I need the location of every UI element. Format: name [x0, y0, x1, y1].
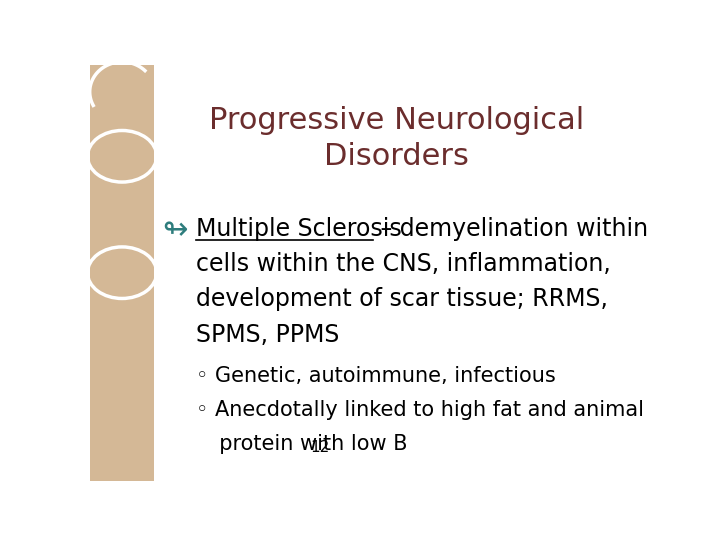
FancyBboxPatch shape [90, 65, 154, 481]
Text: ◦ Anecdotally linked to high fat and animal: ◦ Anecdotally linked to high fat and ani… [196, 400, 644, 420]
Text: Progressive Neurological
Disorders: Progressive Neurological Disorders [210, 106, 585, 171]
Text: – demyelination within: – demyelination within [374, 217, 649, 240]
Text: Multiple Sclerosis: Multiple Sclerosis [196, 217, 402, 240]
Text: development of scar tissue; RRMS,: development of scar tissue; RRMS, [196, 287, 608, 311]
Text: cells within the CNS, inflammation,: cells within the CNS, inflammation, [196, 252, 611, 276]
Text: ↬: ↬ [163, 217, 188, 246]
Text: protein with low B: protein with low B [206, 435, 408, 455]
Text: ◦ Genetic, autoimmune, infectious: ◦ Genetic, autoimmune, infectious [196, 366, 556, 386]
Text: SPMS, PPMS: SPMS, PPMS [196, 322, 339, 347]
Text: 12: 12 [310, 440, 330, 455]
